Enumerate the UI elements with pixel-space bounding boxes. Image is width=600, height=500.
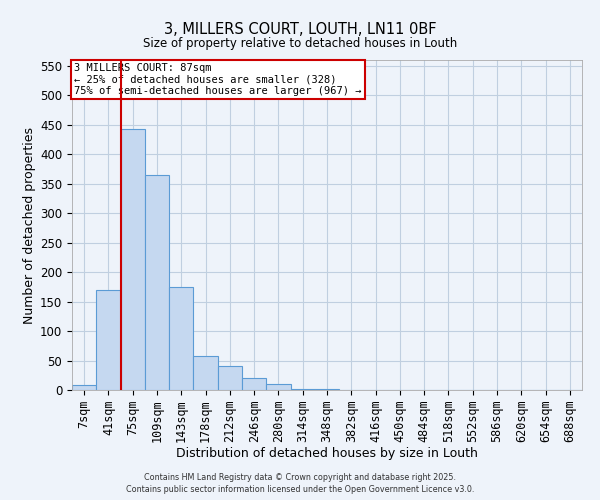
- X-axis label: Distribution of detached houses by size in Louth: Distribution of detached houses by size …: [176, 446, 478, 460]
- Bar: [242, 378, 266, 390]
- Y-axis label: Number of detached properties: Number of detached properties: [23, 126, 36, 324]
- Bar: [290, 389, 315, 390]
- Text: Contains public sector information licensed under the Open Government Licence v3: Contains public sector information licen…: [126, 485, 474, 494]
- Bar: [266, 384, 290, 390]
- Text: 3 MILLERS COURT: 87sqm
← 25% of detached houses are smaller (328)
75% of semi-de: 3 MILLERS COURT: 87sqm ← 25% of detached…: [74, 63, 362, 96]
- Bar: [169, 287, 193, 390]
- Bar: [218, 366, 242, 390]
- Bar: [96, 290, 121, 390]
- Text: Contains HM Land Registry data © Crown copyright and database right 2025.: Contains HM Land Registry data © Crown c…: [144, 474, 456, 482]
- Bar: [193, 356, 218, 390]
- Bar: [72, 386, 96, 390]
- Text: Size of property relative to detached houses in Louth: Size of property relative to detached ho…: [143, 38, 457, 51]
- Bar: [145, 175, 169, 390]
- Text: 3, MILLERS COURT, LOUTH, LN11 0BF: 3, MILLERS COURT, LOUTH, LN11 0BF: [164, 22, 436, 38]
- Bar: [121, 129, 145, 390]
